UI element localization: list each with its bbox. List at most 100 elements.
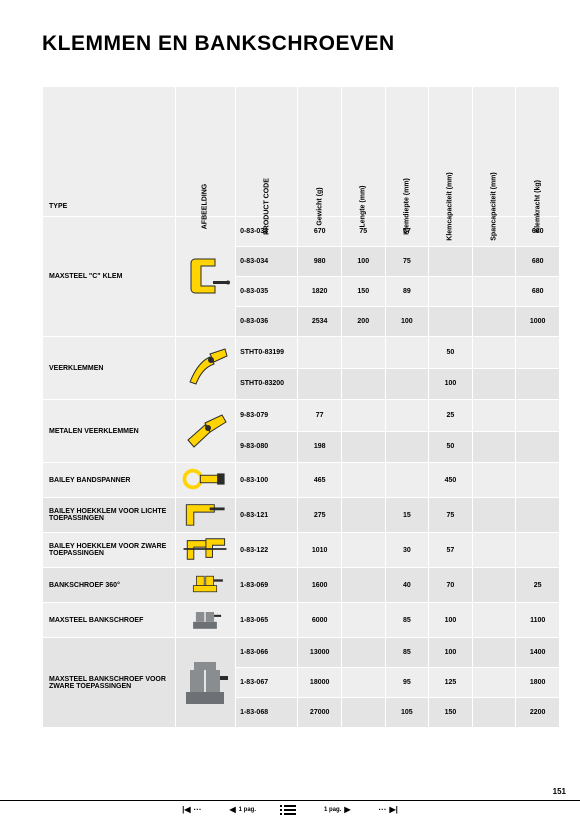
last-icon: ▶|: [390, 805, 398, 814]
klemcap: [429, 307, 473, 337]
gewicht: 198: [298, 431, 342, 463]
product-code: 0-83-034: [236, 247, 298, 277]
table-row: BAILEY BANDSPANNER0-83-100465450: [43, 463, 560, 498]
klemdiepte: 15: [385, 498, 429, 533]
klemdiepte: 75: [385, 247, 429, 277]
lengte: [341, 533, 385, 568]
nav-first-button[interactable]: |◀···: [182, 805, 201, 814]
vise-360-icon: [180, 570, 230, 600]
klemdiepte: [385, 463, 429, 498]
spring-clamp-a-icon: [180, 339, 230, 397]
nav-prev-label: 1 pag.: [239, 807, 256, 813]
lengte: 150: [341, 277, 385, 307]
product-image-cell: [175, 400, 235, 463]
lengte: [341, 463, 385, 498]
table-row: VEERKLEMMENSTHT0-8319950: [43, 337, 560, 369]
product-code: 1-83-069: [236, 568, 298, 603]
product-table-wrap: TYPE AFBEELDING PRODUCT CODE Gewicht (g)…: [42, 86, 560, 728]
page-number: 151: [553, 787, 566, 796]
product-code: 0-83-036: [236, 307, 298, 337]
corner-clamp-heavy-icon: [180, 535, 230, 565]
table-row: METALEN VEERKLEMMEN9-83-0797725: [43, 400, 560, 432]
lengte: [341, 431, 385, 463]
product-image-cell: [175, 603, 235, 638]
col-afbeelding: AFBEELDING: [175, 87, 235, 217]
c-clamp-icon: [180, 241, 230, 313]
type-cell: BANKSCHROEF 360°: [43, 568, 176, 603]
type-cell: VEERKLEMMEN: [43, 337, 176, 400]
col-type: TYPE: [43, 87, 176, 217]
klemkracht: 25: [516, 568, 560, 603]
lengte: [341, 698, 385, 728]
product-image-cell: [175, 568, 235, 603]
klemdiepte: 89: [385, 277, 429, 307]
product-code: STHT0-83199: [236, 337, 298, 369]
table-row: BANKSCHROEF 360°1-83-0691600407025: [43, 568, 560, 603]
product-code: 0-83-035: [236, 277, 298, 307]
type-cell: MAXSTEEL "C" KLEM: [43, 217, 176, 337]
klemcap: 50: [429, 431, 473, 463]
product-code: 0-83-121: [236, 498, 298, 533]
col-klemcap: Klemcapaciteit (mm): [429, 87, 473, 217]
spancap: [472, 638, 516, 668]
klemcap: 150: [429, 698, 473, 728]
klemkracht: [516, 431, 560, 463]
klemcap: [429, 277, 473, 307]
lengte: 100: [341, 247, 385, 277]
table-row: MAXSTEEL "C" KLEM0-83-0336707557680: [43, 217, 560, 247]
klemkracht: 1400: [516, 638, 560, 668]
lengte: [341, 668, 385, 698]
nav-prev-button[interactable]: ◀1 pag.: [230, 805, 257, 814]
product-code: 0-83-122: [236, 533, 298, 568]
nav-toc-button[interactable]: [284, 805, 296, 815]
klemkracht: [516, 400, 560, 432]
gewicht: 6000: [298, 603, 342, 638]
nav-next-button[interactable]: 1 pag.▶: [324, 805, 351, 814]
arrow-right-icon: ▶: [344, 805, 350, 814]
gewicht: 980: [298, 247, 342, 277]
table-row: BAILEY HOEKKLEM VOOR ZWARE TOEPASSINGEN0…: [43, 533, 560, 568]
spancap: [472, 568, 516, 603]
gewicht: [298, 337, 342, 369]
klemdiepte: 100: [385, 307, 429, 337]
nav-bar: |◀··· ◀1 pag. 1 pag.▶ ···▶|: [0, 800, 580, 818]
lengte: [341, 337, 385, 369]
spancap: [472, 603, 516, 638]
nav-next-label: 1 pag.: [324, 807, 341, 813]
table-row: MAXSTEEL BANKSCHROEF1-83-065600085100110…: [43, 603, 560, 638]
product-image-cell: [175, 638, 235, 728]
dots-icon: ···: [379, 805, 387, 814]
lengte: [341, 603, 385, 638]
gewicht: 77: [298, 400, 342, 432]
spancap: [472, 277, 516, 307]
spancap: [472, 533, 516, 568]
type-cell: METALEN VEERKLEMMEN: [43, 400, 176, 463]
klemkracht: 680: [516, 277, 560, 307]
klemcap: 450: [429, 463, 473, 498]
gewicht: 1600: [298, 568, 342, 603]
spancap: [472, 400, 516, 432]
klemdiepte: 30: [385, 533, 429, 568]
klemcap: 100: [429, 368, 473, 400]
band-clamp-icon: [180, 465, 230, 495]
klemcap: 50: [429, 337, 473, 369]
gewicht: 18000: [298, 668, 342, 698]
klemcap: 70: [429, 568, 473, 603]
klemkracht: [516, 368, 560, 400]
klemkracht: [516, 533, 560, 568]
klemkracht: 2200: [516, 698, 560, 728]
gewicht: 1010: [298, 533, 342, 568]
type-cell: BAILEY HOEKKLEM VOOR LICHTE TOEPASSINGEN: [43, 498, 176, 533]
klemkracht: [516, 463, 560, 498]
klemdiepte: [385, 368, 429, 400]
spancap: [472, 307, 516, 337]
lengte: [341, 568, 385, 603]
klemdiepte: [385, 400, 429, 432]
klemcap: 100: [429, 638, 473, 668]
product-table: TYPE AFBEELDING PRODUCT CODE Gewicht (g)…: [42, 86, 560, 728]
spancap: [472, 368, 516, 400]
nav-last-button[interactable]: ···▶|: [379, 805, 398, 814]
type-cell: MAXSTEEL BANKSCHROEF: [43, 603, 176, 638]
klemcap: 100: [429, 603, 473, 638]
col-klemdiepte: Klemdiepte (mm): [385, 87, 429, 217]
